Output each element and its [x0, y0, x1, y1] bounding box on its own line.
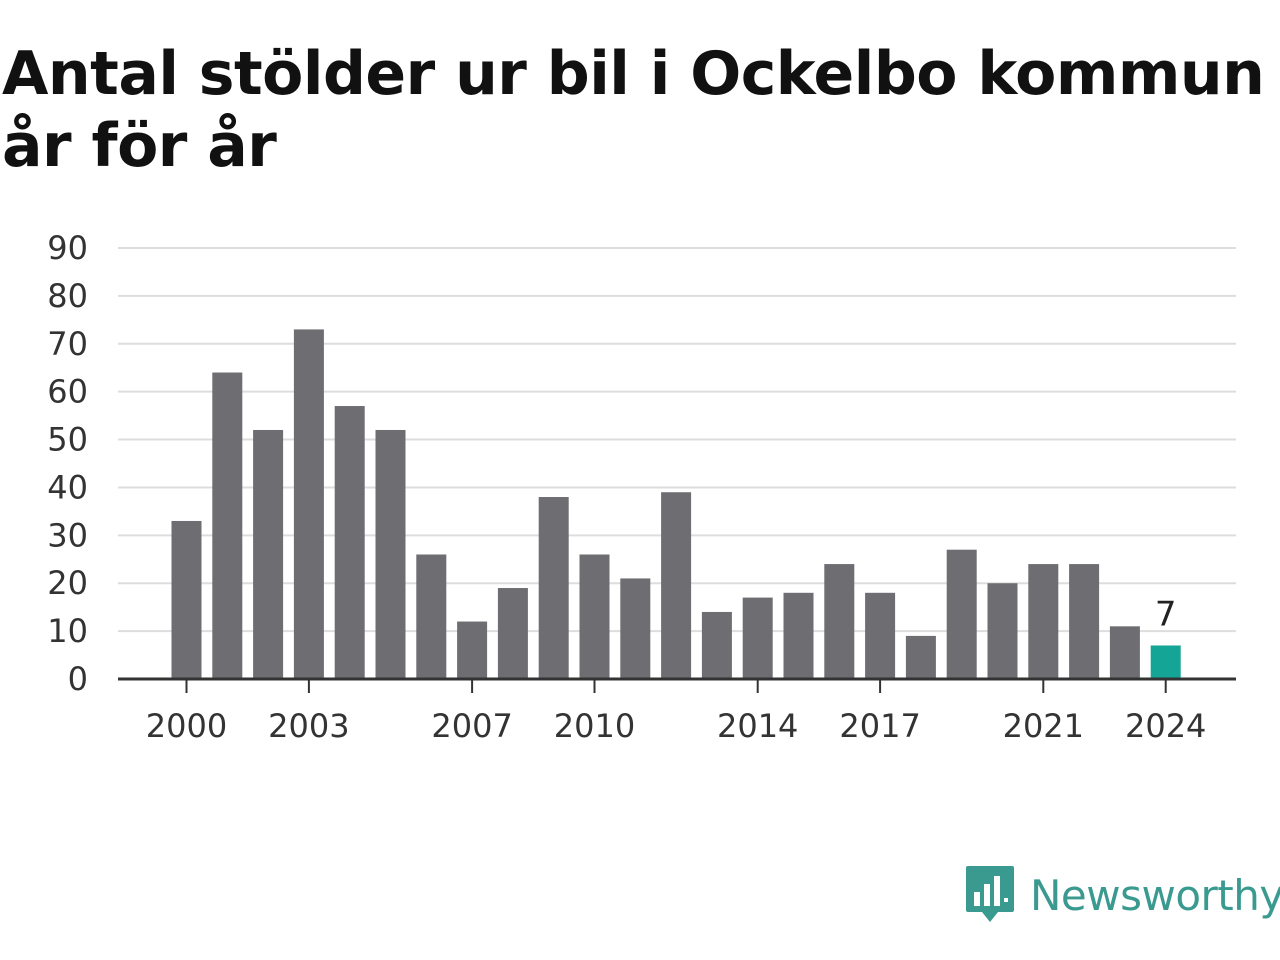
x-tick-label-2010: 2010: [554, 707, 635, 745]
data-label-2024: 7: [1155, 594, 1177, 634]
bar-2024: [1150, 645, 1181, 679]
bar-2014: [742, 597, 773, 679]
bar-2015: [783, 592, 814, 679]
bars: [171, 329, 1181, 679]
x-tick-label-2021: 2021: [1003, 707, 1084, 745]
x-tick-label-2007: 2007: [431, 707, 512, 745]
y-tick-label-60: 60: [47, 373, 88, 411]
bar-2011: [620, 578, 651, 679]
y-tick-label-80: 80: [47, 277, 88, 315]
bar-2020: [987, 583, 1018, 679]
bar-2019: [946, 549, 977, 679]
y-tick-label-10: 10: [47, 612, 88, 650]
y-tick-label-50: 50: [47, 421, 88, 459]
x-tick-label-2024: 2024: [1125, 707, 1206, 745]
brand-logo: Newsworthy: [964, 864, 1280, 926]
annotations: 7: [1155, 594, 1177, 634]
y-tick-label-70: 70: [47, 325, 88, 363]
bar-2001: [212, 372, 243, 679]
bar-2009: [538, 497, 569, 679]
x-tick-label-2017: 2017: [839, 707, 920, 745]
y-tick-label-90: 90: [47, 229, 88, 267]
bar-chart-speech-bubble-icon: [966, 866, 1014, 922]
bar-2021: [1028, 564, 1059, 679]
x-tick-label-2014: 2014: [717, 707, 798, 745]
x-tick-label-2003: 2003: [268, 707, 349, 745]
bar-2000: [171, 520, 202, 679]
bar-2003: [293, 329, 324, 679]
bar-2023: [1109, 626, 1140, 679]
y-tick-label-0: 0: [68, 660, 88, 698]
bar-2017: [865, 592, 896, 679]
bar-2016: [824, 564, 855, 679]
bar-2012: [661, 492, 692, 679]
bar-2006: [416, 554, 447, 679]
bar-2004: [334, 406, 365, 679]
chart-title: Antal stölder ur bil i Ockelbo kommun år…: [2, 39, 1265, 181]
x-axis: [118, 677, 1236, 693]
bar-2010: [579, 554, 610, 679]
bar-2022: [1069, 564, 1100, 679]
bar-2005: [375, 429, 406, 679]
bar-2008: [497, 588, 528, 679]
y-axis-labels: 0 10 20 30 40 50 60 70 80 90: [47, 229, 88, 698]
bar-2013: [701, 611, 732, 679]
x-axis-labels: 2000 2003 2007 2010 2014 2017 2021 2024: [146, 707, 1207, 745]
x-tick-label-2000: 2000: [146, 707, 227, 745]
bar-2018: [905, 635, 936, 679]
bar-2007: [457, 621, 488, 679]
bar-2002: [253, 429, 284, 679]
brand-name: Newsworthy: [1030, 870, 1280, 920]
y-tick-label-20: 20: [47, 564, 88, 602]
y-tick-label-40: 40: [47, 468, 88, 506]
y-tick-label-30: 30: [47, 516, 88, 554]
